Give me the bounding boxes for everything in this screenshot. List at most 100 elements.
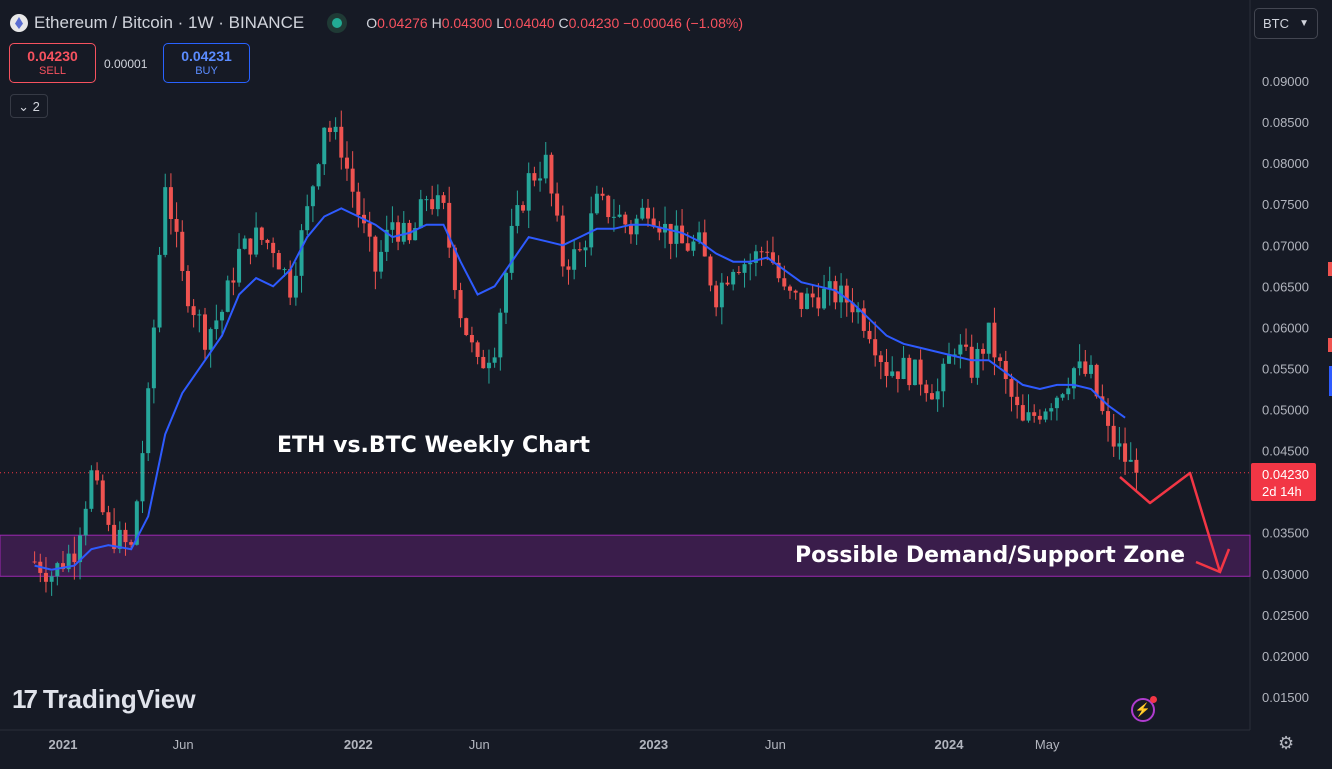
candle-body[interactable] xyxy=(1060,394,1065,398)
gear-icon[interactable]: ⚙ xyxy=(1278,733,1295,753)
candle-body[interactable] xyxy=(157,254,162,328)
candle-body[interactable] xyxy=(765,251,770,253)
candle-body[interactable] xyxy=(55,563,60,577)
candle-body[interactable] xyxy=(776,262,781,279)
candle-body[interactable] xyxy=(1032,412,1037,416)
candle-body[interactable] xyxy=(680,225,685,244)
candle-body[interactable] xyxy=(634,218,639,235)
indicators-toggle[interactable]: ⌄ 2 xyxy=(10,94,48,118)
projection-arrow[interactable] xyxy=(1119,471,1222,573)
candle-body[interactable] xyxy=(907,357,912,386)
candle-body[interactable] xyxy=(1037,415,1042,420)
candle-body[interactable] xyxy=(890,371,895,376)
candle-body[interactable] xyxy=(1020,405,1025,421)
candle-body[interactable] xyxy=(589,213,594,248)
candle-body[interactable] xyxy=(288,269,293,298)
candle-body[interactable] xyxy=(424,199,429,201)
candle-body[interactable] xyxy=(49,576,54,582)
candle-body[interactable] xyxy=(1083,361,1088,374)
candle-body[interactable] xyxy=(969,346,974,378)
candle-body[interactable] xyxy=(1026,412,1031,421)
candle-body[interactable] xyxy=(725,282,730,285)
candle-body[interactable] xyxy=(401,222,406,242)
candle-body[interactable] xyxy=(577,249,582,251)
candle-body[interactable] xyxy=(1123,443,1128,462)
candle-body[interactable] xyxy=(83,508,88,536)
candle-body[interactable] xyxy=(89,470,94,509)
candle-body[interactable] xyxy=(770,252,775,263)
candle-body[interactable] xyxy=(657,226,662,233)
candle-body[interactable] xyxy=(117,529,122,549)
candle-body[interactable] xyxy=(617,214,622,217)
candle-body[interactable] xyxy=(379,251,384,272)
candle-body[interactable] xyxy=(61,563,65,570)
candle-body[interactable] xyxy=(924,384,929,394)
candle-body[interactable] xyxy=(719,282,724,308)
candle-body[interactable] xyxy=(271,242,276,254)
candle-body[interactable] xyxy=(66,553,71,570)
candle-body[interactable] xyxy=(418,199,423,229)
candle-body[interactable] xyxy=(748,262,753,265)
candle-body[interactable] xyxy=(697,232,702,242)
candle-body[interactable] xyxy=(191,306,196,316)
candle-body[interactable] xyxy=(100,480,105,513)
candle-body[interactable] xyxy=(129,542,134,545)
candle-body[interactable] xyxy=(810,293,815,298)
candle-body[interactable] xyxy=(645,207,650,219)
candle-body[interactable] xyxy=(509,225,514,273)
candle-body[interactable] xyxy=(543,154,548,179)
candle-body[interactable] xyxy=(310,186,315,207)
candle-body[interactable] xyxy=(1088,364,1093,374)
candle-body[interactable] xyxy=(674,225,679,244)
candle-body[interactable] xyxy=(197,314,202,316)
candle-body[interactable] xyxy=(901,357,906,379)
candle-body[interactable] xyxy=(265,239,270,243)
candle-body[interactable] xyxy=(1106,411,1111,426)
candle-body[interactable] xyxy=(549,154,554,194)
candle-body[interactable] xyxy=(106,512,111,525)
candle-body[interactable] xyxy=(151,327,156,389)
candle-body[interactable] xyxy=(691,241,696,251)
candle-body[interactable] xyxy=(753,251,758,263)
candle-body[interactable] xyxy=(816,297,821,309)
candle-body[interactable] xyxy=(305,206,310,231)
candle-body[interactable] xyxy=(367,223,372,237)
candle-body[interactable] xyxy=(441,195,446,203)
candle-body[interactable] xyxy=(873,339,878,356)
candle-body[interactable] xyxy=(992,322,997,358)
candle-body[interactable] xyxy=(640,207,645,219)
candle-body[interactable] xyxy=(214,320,219,330)
candle-body[interactable] xyxy=(464,318,469,336)
candle-body[interactable] xyxy=(986,322,991,354)
candle-body[interactable] xyxy=(822,288,827,309)
candle-body[interactable] xyxy=(805,293,810,309)
candle-body[interactable] xyxy=(475,342,480,357)
candle-body[interactable] xyxy=(628,224,633,235)
candle-body[interactable] xyxy=(521,205,526,211)
candle-body[interactable] xyxy=(912,359,917,386)
candle-body[interactable] xyxy=(282,269,287,271)
candle-body[interactable] xyxy=(844,285,849,303)
candle-body[interactable] xyxy=(998,357,1003,361)
candle-body[interactable] xyxy=(452,247,457,291)
candle-body[interactable] xyxy=(220,311,225,321)
candle-body[interactable] xyxy=(742,264,747,273)
candle-body[interactable] xyxy=(78,535,83,563)
candle-body[interactable] xyxy=(606,195,611,218)
candle-body[interactable] xyxy=(123,529,128,543)
candle-body[interactable] xyxy=(515,205,520,226)
support-zone[interactable] xyxy=(0,534,1251,577)
candle-body[interactable] xyxy=(878,355,883,363)
candle-body[interactable] xyxy=(1015,396,1020,406)
candle-body[interactable] xyxy=(861,308,866,331)
candle-body[interactable] xyxy=(1134,459,1139,473)
candle-body[interactable] xyxy=(168,187,173,220)
candle-body[interactable] xyxy=(339,126,344,158)
candle-body[interactable] xyxy=(668,223,673,244)
symbol-title[interactable]: Ethereum / Bitcoin · 1W · BINANCE xyxy=(34,13,305,32)
candle-body[interactable] xyxy=(947,355,951,364)
candle-body[interactable] xyxy=(736,271,741,273)
candle-body[interactable] xyxy=(208,329,213,350)
candle-body[interactable] xyxy=(350,168,355,192)
